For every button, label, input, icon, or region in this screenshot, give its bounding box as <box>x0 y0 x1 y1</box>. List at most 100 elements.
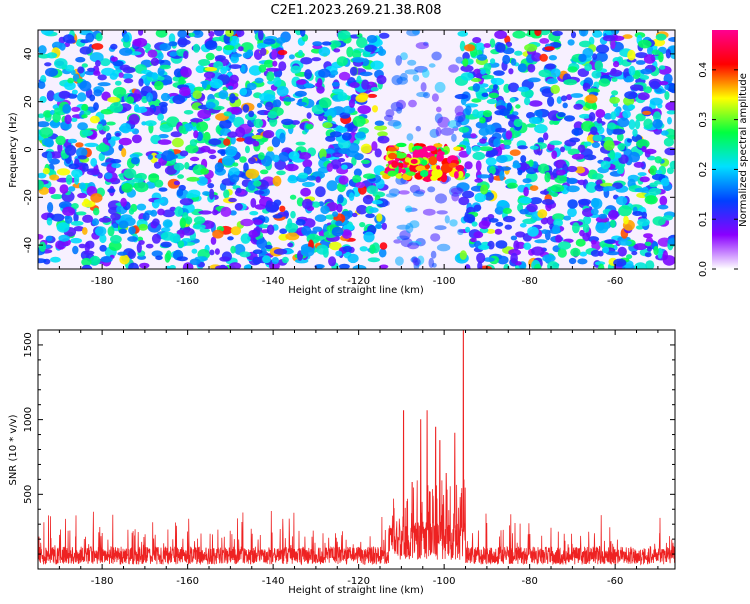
heatmap-cell <box>491 77 505 86</box>
heatmap-cell <box>91 43 104 50</box>
snr-line <box>38 330 675 566</box>
heatmap-cell <box>486 87 493 93</box>
heatmap-cell <box>379 264 389 269</box>
heatmap-cell <box>316 85 325 94</box>
heatmap-cell <box>599 182 614 187</box>
heatmap-cell <box>71 89 78 95</box>
heatmap-cell <box>578 30 589 37</box>
heatmap-cell <box>436 243 451 252</box>
heatmap-cell <box>221 155 235 166</box>
heatmap-cell <box>271 257 279 265</box>
heatmap-cell <box>365 213 375 219</box>
heatmap-cell <box>497 200 508 207</box>
heatmap-cell <box>376 75 387 85</box>
heatmap-cell <box>544 171 551 183</box>
heatmap-cell <box>636 139 650 149</box>
heatmap-cell <box>505 41 513 47</box>
heatmap-cell <box>457 30 469 37</box>
heatmap-cell <box>225 146 238 156</box>
heatmap-cell <box>322 122 333 129</box>
heatmap-cell <box>534 124 548 134</box>
heatmap-cell <box>637 92 650 101</box>
heatmap-cell <box>485 157 497 166</box>
heatmap-cell <box>522 218 536 225</box>
heatmap-cell <box>198 59 211 66</box>
heatmap-cell <box>260 247 267 256</box>
heatmap-cell <box>156 153 162 159</box>
heatmap-cell <box>613 258 627 267</box>
heatmap-cell <box>99 234 107 244</box>
heatmap-cell <box>177 174 185 179</box>
heatmap-cell <box>537 209 548 219</box>
heatmap-cell <box>40 30 54 36</box>
heatmap-cell <box>494 228 503 235</box>
heatmap-cell <box>473 204 482 212</box>
heatmap-cell <box>50 194 64 200</box>
heatmap-cell <box>83 110 91 116</box>
heatmap-cell <box>415 125 421 132</box>
heatmap-cell <box>534 263 542 269</box>
heatmap-cell <box>513 240 520 251</box>
heatmap-cell <box>618 164 625 174</box>
heatmap-cell <box>669 160 675 170</box>
heatmap-cell <box>391 160 399 168</box>
heatmap-cell <box>459 40 466 52</box>
heatmap-cell <box>488 92 499 99</box>
heatmap-cell <box>118 137 132 146</box>
heatmap-cell <box>462 190 475 199</box>
heatmap-cell <box>611 90 619 96</box>
heatmap-cell <box>557 112 566 118</box>
heatmap-cell <box>642 110 652 115</box>
heatmap-cell <box>582 223 590 233</box>
heatmap-cell <box>595 109 606 118</box>
heatmap-cell <box>602 35 616 42</box>
heatmap-cell <box>649 80 661 90</box>
heatmap-cell <box>208 138 222 146</box>
colorbar-tick-label: 0.0 <box>698 261 709 277</box>
heatmap-cell <box>303 166 312 175</box>
heatmap-cell <box>198 210 213 215</box>
heatmap-cell <box>510 252 518 264</box>
heatmap-cell <box>46 90 55 102</box>
heatmap-cell <box>212 229 224 239</box>
heatmap-cell <box>97 74 107 81</box>
heatmap-cell <box>150 57 160 66</box>
x-tick-label: -60 <box>607 576 623 587</box>
heatmap-cell <box>62 206 76 216</box>
heatmap-cell <box>486 98 498 105</box>
heatmap-cell <box>455 164 465 171</box>
heatmap-cell <box>227 85 234 90</box>
heatmap-cell <box>366 185 378 195</box>
heatmap-cell <box>341 164 348 170</box>
heatmap-cell <box>518 197 532 204</box>
heatmap-cell <box>364 44 377 53</box>
heatmap-cell <box>643 233 653 239</box>
heatmap-cell <box>305 123 314 130</box>
heatmap-cell <box>252 140 260 147</box>
heatmap-cell <box>107 96 120 103</box>
heatmap-cell <box>160 104 168 115</box>
heatmap-cell <box>213 30 225 37</box>
heatmap-cell <box>139 262 150 269</box>
heatmap-cell <box>643 86 652 94</box>
heatmap-cell <box>104 172 113 180</box>
heatmap-cell <box>68 163 80 170</box>
heatmap-cell <box>295 219 306 226</box>
heatmap-cell <box>306 112 312 119</box>
heatmap-cell <box>296 79 307 85</box>
heatmap-cell <box>239 87 248 96</box>
heatmap-cell <box>617 246 627 257</box>
heatmap-cell <box>192 90 202 99</box>
snr-background <box>38 330 675 569</box>
heatmap-cell <box>610 38 616 50</box>
heatmap-cell <box>272 214 283 219</box>
heatmap-cell <box>585 181 598 193</box>
heatmap-cell <box>48 151 63 159</box>
heatmap-cell <box>96 123 104 131</box>
heatmap-cell <box>236 137 245 142</box>
heatmap-cell <box>164 252 171 263</box>
heatmap-cell <box>243 264 252 269</box>
heatmap-cell <box>465 226 471 233</box>
heatmap-cell <box>123 78 134 84</box>
heatmap-cell <box>134 37 148 48</box>
